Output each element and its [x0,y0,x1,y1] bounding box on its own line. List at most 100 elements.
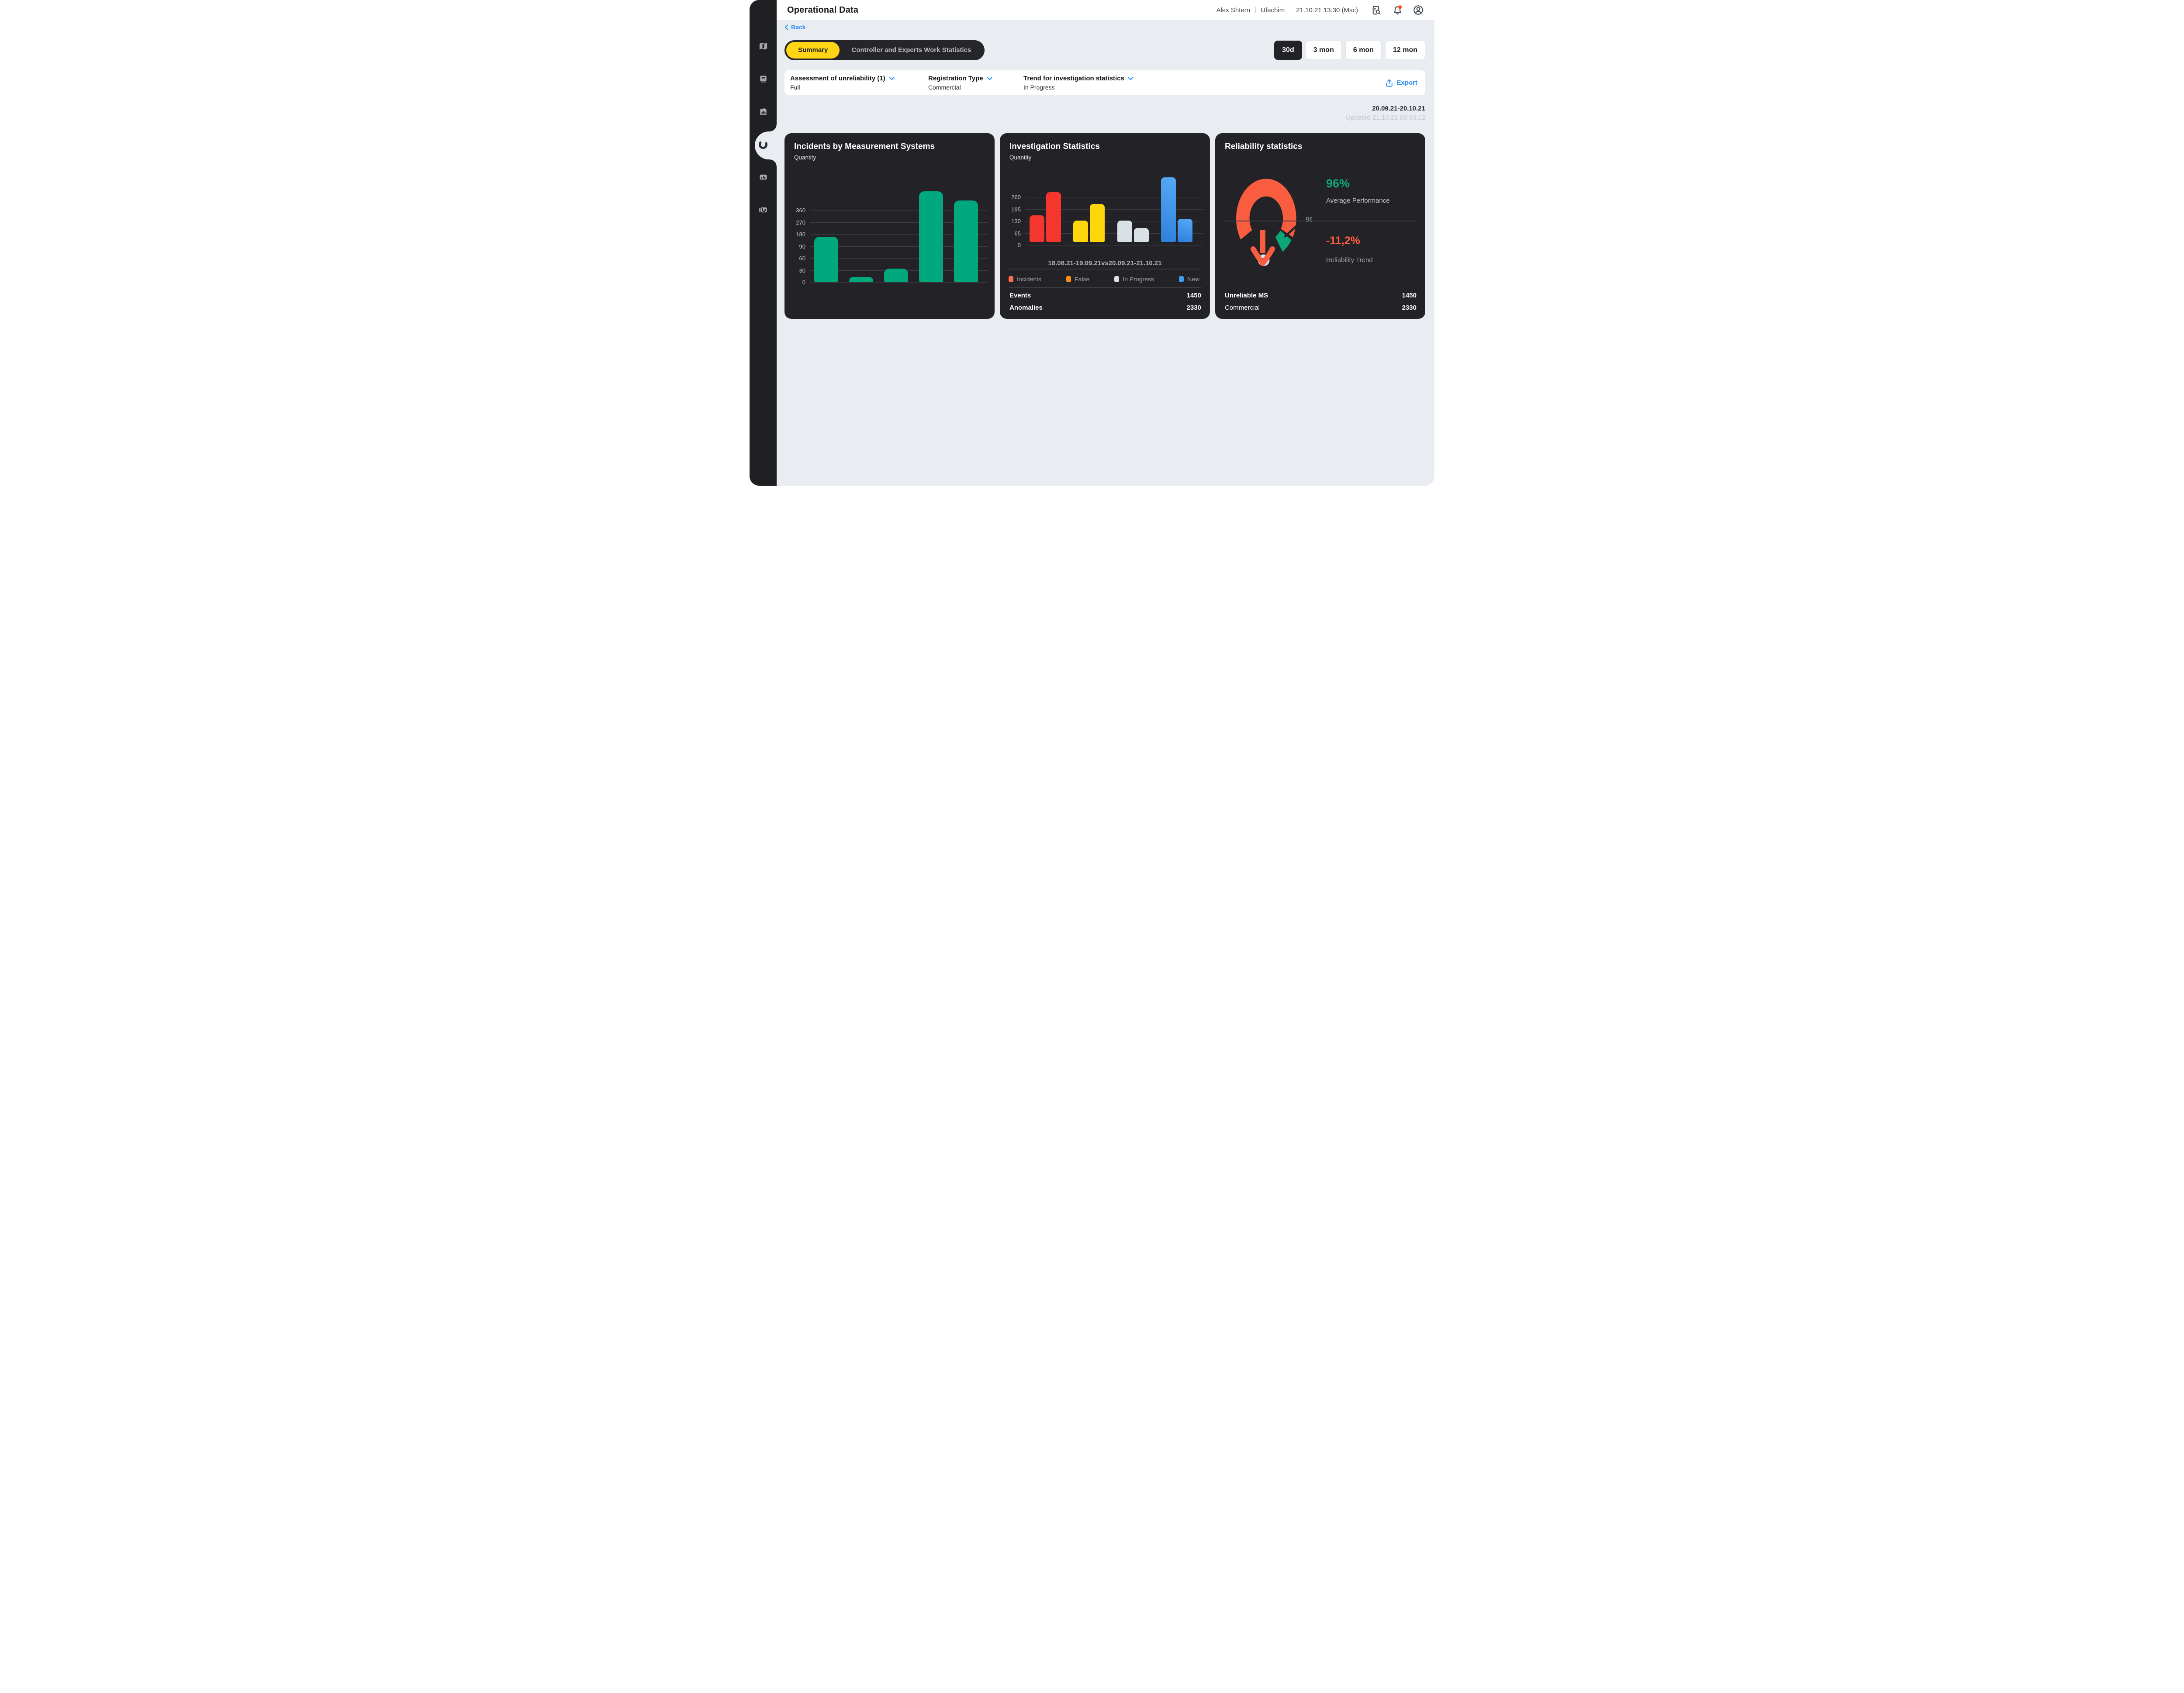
gauge-arc-orange [1236,179,1296,240]
bar-4 [919,191,943,282]
profile-button[interactable] [1412,4,1424,16]
legend-item-new: New [1178,276,1199,283]
filter-registration-type: Registration Type Commercial [928,75,1023,91]
bar-group-false [1073,204,1105,242]
export-icon [1386,79,1393,86]
cards-row: Incidents by Measurement Systems Quantit… [784,133,1425,319]
gridline [1025,209,1203,210]
sidebar-item-map[interactable] [750,38,777,57]
bar-incidents-18-08-21-19-09-21 [1030,215,1044,242]
gauge-value-label: 96% [1306,216,1312,224]
bar-in-progress-20-09-21-21-10-21 [1133,228,1149,242]
chevron-down-icon [889,75,895,82]
stat-value: 1450 [1186,291,1201,299]
filters: Assessment of unreliability (1) Full Regis… [790,75,1133,91]
export-button[interactable]: Export [1386,79,1417,87]
reliability-trend-value: -11,2% [1326,235,1360,247]
incidents-bar-chart: 360 270 180 90 60 30 0 [794,189,988,286]
reliability-trend-label: Reliability Trend [1326,256,1373,264]
bar-group-new [1161,177,1192,242]
gridline [810,234,988,235]
gridline [810,258,988,259]
sidebar-item-report[interactable] [750,103,777,122]
user-separator: | [1254,6,1257,14]
stat-label: Anomalies [1009,304,1043,311]
filter-value: Full [790,84,800,91]
app-window: Operational Data Alex Shtern | Ufachim 2… [750,0,1434,486]
tabs: Summary Controller and Experts Work Stati… [784,40,985,60]
bar-group-in-progress [1117,221,1149,242]
bar-new-20-09-21-21-10-21 [1177,219,1192,242]
gridline [810,246,988,247]
map-icon [758,41,768,53]
sidebar-item-donut[interactable] [750,124,777,166]
filter-label[interactable]: Assessment of unreliability (1) [790,75,928,82]
bars [814,189,978,282]
bar-group-incidents [1030,192,1061,242]
stat-row-unreliable-ms: Unreliable MS 1450 [1225,290,1417,300]
bar-5 [954,200,978,282]
card-title: Investigation Statistics [1009,142,1100,151]
stat-row-commercial: Commercial 2330 [1225,303,1417,312]
bar-1 [814,237,838,282]
bar-false-18-08-21-19-09-21 [1073,221,1089,242]
range-button-12-mon[interactable]: 12 mon [1385,41,1425,60]
stat-row-anomalies: Anomalies 2330 [1009,303,1201,312]
y-tick-label: 180 [796,231,805,238]
bar-incidents-20-09-21-21-10-21 [1046,192,1061,242]
time-range-group: 30d 3 mon 6 mon 12 mon [1274,41,1425,60]
sidebar-item-gauge[interactable] [750,201,777,221]
user-avatar-icon [1413,5,1423,15]
legend-swatch [1066,276,1071,282]
period-info: 20.09.21-20.10.21 Updated 21.10.21 05:33… [784,105,1425,121]
audit-log-button[interactable] [1370,4,1382,16]
sidebar-item-bar-chart[interactable] [750,169,777,188]
card-investigation-statistics: Investigation Statistics Quantity 260 195… [1000,133,1210,319]
y-tick-label: 0 [802,279,805,286]
range-button-6-mon[interactable]: 6 mon [1345,41,1382,60]
filter-value: Commercial [928,84,961,91]
period-range: 20.09.21-20.10.21 [1372,105,1425,112]
legend-item-in-progress: In Progress [1114,276,1154,283]
card-title: Incidents by Measurement Systems [794,142,935,151]
document-search-icon [1372,6,1381,14]
stat-label: Unreliable MS [1225,291,1268,299]
y-tick-label: 130 [1011,218,1021,225]
comparison-period-label: 18.08.21-19.09.21vs20.09.21-21.10.21 [1048,259,1162,267]
tab-summary[interactable]: Summary [786,42,840,59]
tab-controller-and-experts-work-statistics[interactable]: Controller and Experts Work Statistics [851,46,971,54]
report-icon [758,107,768,119]
bell-icon [1393,5,1402,14]
filter-label[interactable]: Registration Type [928,75,1023,82]
investigation-bar-chart: 260 195 130 65 0 [1009,177,1203,249]
bar-new-18-08-21-19-09-21 [1161,177,1176,242]
card-reliability-statistics: Reliability statistics 96% 96% Average P… [1215,133,1425,319]
gridline [1025,197,1203,198]
average-performance-label: Average Performance [1326,197,1390,204]
notification-dot [1398,5,1402,9]
sidebar [750,0,777,486]
range-button-3-mon[interactable]: 3 mon [1305,41,1342,60]
legend-item-incidents: Incidents [1009,276,1041,283]
user-name: Alex Shtern [1216,6,1251,14]
y-tick-label: 60 [799,255,805,262]
filter-label[interactable]: Trend for investigation statistics [1023,75,1133,82]
gridline [1025,233,1203,234]
back-link[interactable]: Back [784,23,815,31]
content-area: Back Summary Controller and Experts Work … [777,20,1434,486]
sidebar-item-journal[interactable] [750,70,777,90]
y-tick-label: 270 [796,219,805,226]
bar-chart-icon [758,172,768,184]
notifications-button[interactable] [1391,4,1403,16]
gauge-arc-green [1275,230,1292,252]
gridline [810,222,988,223]
donut-icon [757,139,769,152]
range-button-30d[interactable]: 30d [1274,41,1302,60]
gauge-icon [758,205,768,217]
filter-assessment-of-unreliability-1: Assessment of unreliability (1) Full [790,75,928,91]
legend-swatch [1114,276,1120,282]
chart-legend: Incidents False In Progress New [1009,274,1199,284]
bar-2 [849,276,873,282]
page-title: Operational Data [787,5,859,15]
card-subtitle: Quantity [794,154,816,161]
